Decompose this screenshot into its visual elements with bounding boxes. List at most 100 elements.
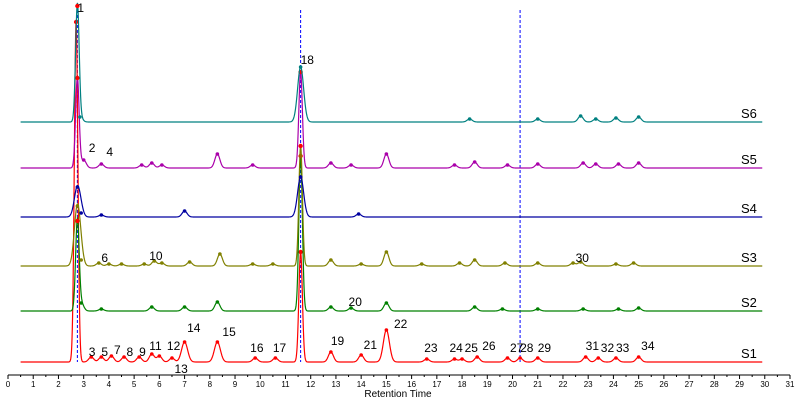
peak-marker	[97, 261, 101, 265]
peak-label: 15	[222, 325, 236, 339]
x-tick-label: 3	[81, 380, 86, 389]
peak-marker	[160, 261, 164, 265]
x-tick-label: 17	[432, 380, 441, 389]
x-tick-label: 11	[281, 380, 290, 389]
peak-marker	[472, 305, 477, 309]
trace-s4	[20, 176, 763, 218]
peak-marker	[535, 117, 540, 121]
peak-marker	[149, 161, 154, 165]
peak-marker	[160, 163, 164, 167]
series-s6: S6	[20, 2, 763, 123]
peak-label: 4	[106, 145, 113, 159]
peak-label: 1	[77, 1, 84, 15]
peak-marker	[75, 185, 80, 189]
peak-label: 30	[576, 251, 590, 265]
peak-marker	[329, 350, 333, 354]
peak-marker	[452, 357, 457, 361]
x-axis-title: Retention Time	[364, 389, 432, 400]
peak-marker	[139, 163, 144, 167]
x-tick-label: 30	[760, 380, 769, 389]
series-label-s1: S1	[741, 346, 757, 361]
peak-label: 22	[394, 317, 408, 331]
peak-marker	[298, 249, 303, 255]
peak-marker	[215, 340, 220, 344]
series-label-s4: S4	[741, 201, 757, 216]
peak-label: 2	[89, 141, 96, 155]
peak-marker	[75, 218, 80, 224]
peak-marker	[578, 260, 583, 264]
peak-marker	[535, 356, 540, 360]
peak-label: 32	[601, 341, 615, 355]
x-tick-label: 23	[584, 380, 593, 389]
peak-marker	[616, 162, 621, 166]
peak-label: 31	[586, 339, 600, 353]
peak-marker	[356, 212, 361, 216]
peak-marker	[636, 161, 641, 165]
peak-marker	[475, 355, 480, 359]
x-tick-label: 18	[458, 380, 467, 389]
peak-label: 9	[139, 345, 146, 359]
peak-marker	[298, 65, 303, 69]
peak-label: 12	[167, 339, 181, 353]
peak-marker	[384, 328, 389, 332]
peak-marker	[578, 114, 583, 118]
peak-marker	[250, 262, 255, 266]
x-tick-label: 6	[157, 380, 162, 389]
peak-marker	[631, 261, 636, 265]
peak-marker	[349, 163, 353, 167]
peak-marker	[137, 355, 141, 359]
series-label-s5: S5	[741, 152, 757, 167]
peak-marker	[99, 355, 104, 359]
peak-label: 20	[349, 295, 363, 309]
peak-marker	[253, 356, 258, 360]
peak-marker	[467, 117, 472, 121]
trace-s3	[20, 145, 763, 267]
peak-marker	[122, 355, 126, 359]
series-s5: S5	[20, 69, 763, 169]
peak-marker	[298, 143, 303, 149]
peak-marker	[535, 261, 540, 265]
x-tick-label: 14	[357, 380, 366, 389]
peak-marker	[215, 152, 220, 156]
peak-marker	[472, 160, 477, 164]
peak-marker	[218, 252, 222, 256]
peak-marker	[636, 306, 641, 310]
peak-marker	[503, 261, 507, 265]
x-tick-label: 15	[382, 380, 391, 389]
peak-marker	[593, 117, 598, 121]
x-tick-label: 0	[6, 380, 11, 389]
peak-label: 25	[465, 341, 479, 355]
peak-marker	[75, 3, 80, 9]
x-tick-label: 2	[56, 380, 61, 389]
x-tick-label: 8	[208, 380, 213, 389]
peak-marker	[384, 152, 389, 156]
peak-marker	[329, 305, 333, 309]
peak-marker	[170, 356, 174, 360]
peak-label: 18	[301, 53, 315, 67]
x-tick-label: 29	[735, 380, 744, 389]
peak-marker	[384, 250, 389, 254]
x-tick-label: 7	[182, 380, 187, 389]
series-s1: S1	[20, 19, 763, 363]
x-tick-label: 1	[31, 380, 36, 389]
peak-marker	[298, 153, 303, 159]
series-label-s3: S3	[741, 250, 757, 265]
peak-marker	[109, 354, 114, 358]
peak-marker	[250, 163, 255, 167]
peak-marker	[142, 262, 147, 266]
peak-label: 7	[114, 343, 121, 357]
peak-marker	[119, 262, 124, 266]
peak-marker	[535, 307, 540, 311]
x-tick-label: 20	[508, 380, 517, 389]
x-tick-label: 26	[659, 380, 668, 389]
peak-marker	[571, 261, 575, 265]
peak-label: 14	[187, 321, 201, 335]
x-tick-label: 22	[559, 380, 568, 389]
peak-marker	[149, 352, 154, 356]
peak-marker	[78, 115, 82, 119]
peak-label: 11	[149, 339, 162, 353]
peak-label: 26	[482, 339, 496, 353]
chromatogram-traces: S1 S2 S3 S4 S5 S6	[20, 2, 763, 363]
peak-marker	[419, 262, 424, 266]
peak-marker	[636, 115, 641, 119]
